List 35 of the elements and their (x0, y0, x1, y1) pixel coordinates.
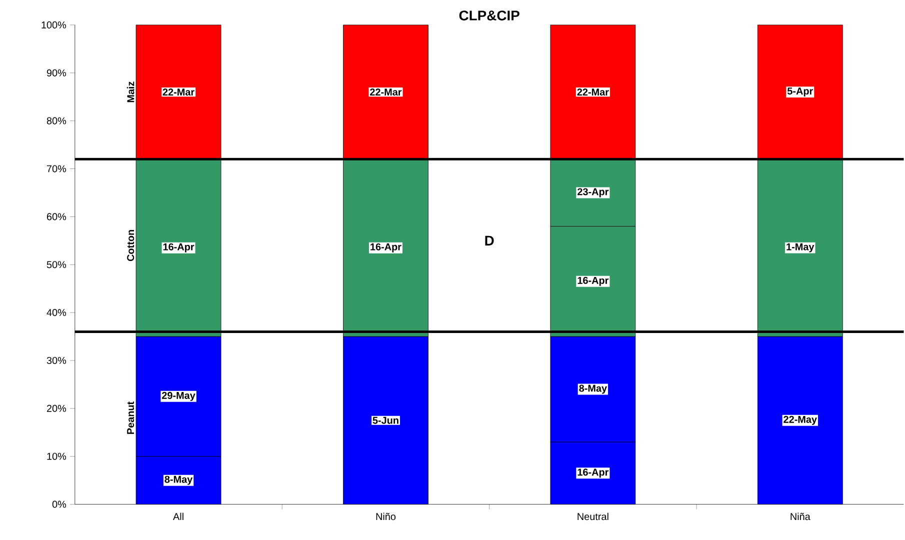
data-label: 16-Apr (578, 276, 609, 286)
y-tick-label: 20% (46, 404, 66, 412)
y-tick-label: 30% (46, 356, 66, 364)
y-tick-label: 100% (42, 21, 66, 28)
y-tick-label: 60% (46, 213, 66, 220)
data-label: 16-Apr (163, 243, 194, 252)
annotation: Cotton (127, 230, 134, 261)
data-label: 8-May (164, 476, 193, 485)
y-tick-label: 40% (46, 308, 66, 316)
y-tick-label: 50% (46, 260, 66, 268)
data-label: 1-May (786, 243, 814, 252)
y-tick-label: 90% (46, 69, 66, 76)
y-tick-label: 10% (47, 452, 66, 460)
x-tick-label: Niña (790, 512, 810, 520)
data-label: 22-Mar (577, 88, 609, 96)
chart-title: CLP&CIP (459, 10, 520, 20)
data-label: 5-Jun (372, 416, 398, 424)
data-label: 22-May (784, 416, 817, 425)
annotation: D (485, 236, 494, 246)
x-tick-label: Neutral (578, 512, 608, 520)
annotation: Maiz (126, 82, 134, 102)
data-label: 23-Apr (578, 188, 609, 198)
data-label: 5-Apr (787, 87, 813, 96)
y-tick-label: 70% (47, 165, 66, 172)
data-label: 16-Apr (370, 243, 402, 252)
x-tick-label: Niño (376, 512, 396, 520)
data-label: 29-May (162, 392, 196, 401)
y-tick-label: 80% (46, 117, 66, 124)
data-label: 22-Mar (162, 88, 194, 96)
annotation: Peanut (127, 401, 134, 434)
data-label: 16-Apr (578, 468, 609, 478)
x-tick-label: All (173, 512, 184, 520)
data-label: 8-May (579, 384, 607, 394)
y-tick-label: 0% (52, 500, 66, 508)
data-label: 22-Mar (370, 88, 402, 96)
